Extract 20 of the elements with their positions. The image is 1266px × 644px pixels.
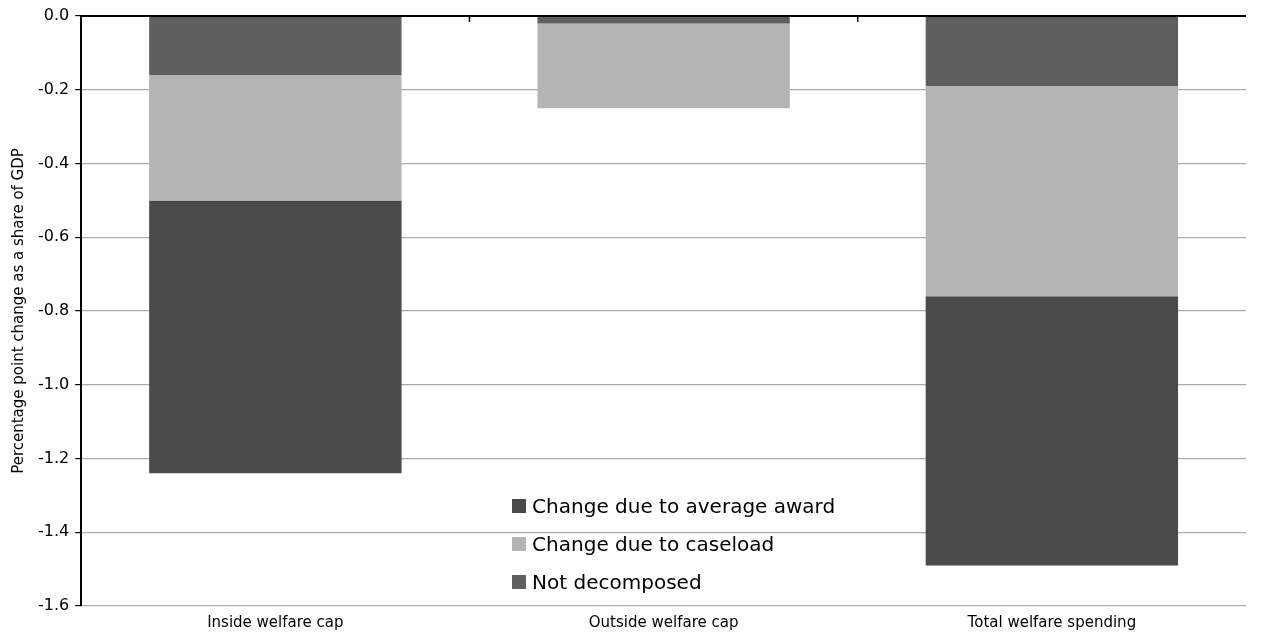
y-tick-label: -0.4 — [38, 152, 70, 172]
legend-label: Change due to caseload — [532, 532, 775, 556]
bar — [925, 16, 1179, 87]
bar — [149, 200, 402, 474]
y-tick-label: 0.0 — [43, 5, 70, 25]
y-tick-label: -0.8 — [38, 300, 70, 320]
y-tick-label: -1.2 — [38, 447, 70, 467]
legend-label: Change due to average award — [532, 494, 836, 518]
y-tick-label: -0.2 — [38, 78, 70, 98]
legend-label: Not decomposed — [532, 570, 702, 594]
x-tick-label: Total welfare spending — [966, 612, 1137, 631]
bar — [925, 296, 1179, 566]
y-tick-label: -0.6 — [38, 226, 70, 246]
bar — [149, 16, 402, 75]
y-tick-label: -1.4 — [38, 521, 70, 541]
y-tick-label: -1.6 — [38, 595, 70, 615]
x-tick-label: Inside welfare cap — [207, 612, 344, 631]
y-tick-label: -1.0 — [38, 373, 70, 393]
y-axis-title: Percentage point change as a share of GDP — [8, 148, 27, 474]
x-tick-label: Outside welfare cap — [588, 612, 739, 631]
